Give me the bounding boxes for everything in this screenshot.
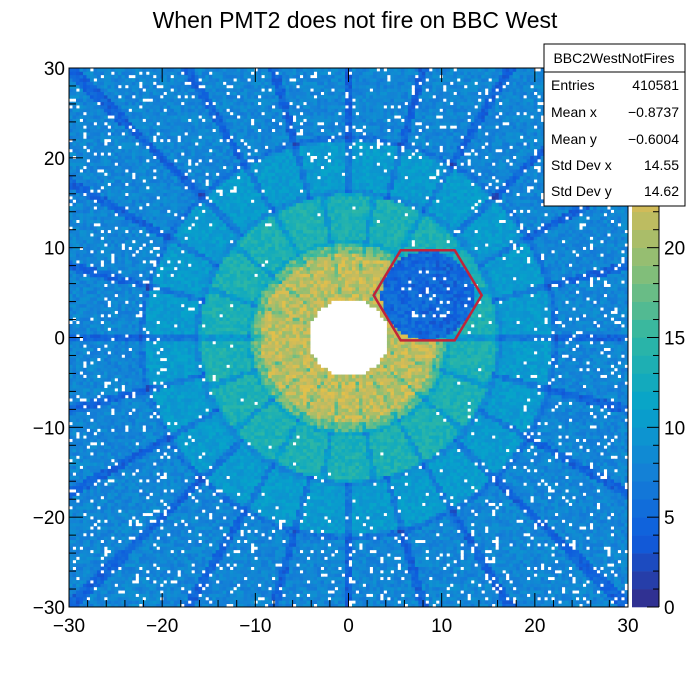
color-scale-band xyxy=(632,230,659,248)
y-tick-label: −20 xyxy=(33,508,65,529)
stats-label-entries: Entries xyxy=(551,77,595,93)
color-scale-band xyxy=(632,463,659,481)
stats-value-std-dev-y: 14.62 xyxy=(644,183,679,199)
z-tick-label: 10 xyxy=(664,418,685,439)
color-scale-band xyxy=(632,248,659,266)
stats-box-title: BBC2WestNotFires xyxy=(553,50,674,66)
x-tick-label: −10 xyxy=(239,616,271,637)
stats-label-std-dev-y: Std Dev y xyxy=(551,183,612,199)
color-scale-band xyxy=(632,212,659,230)
x-tick-label: 20 xyxy=(524,616,545,637)
color-scale-band xyxy=(632,499,659,517)
color-scale-band xyxy=(632,373,659,391)
color-scale-band xyxy=(632,445,659,463)
z-tick-label: 5 xyxy=(664,508,675,529)
color-scale-band xyxy=(632,481,659,499)
color-scale-band xyxy=(632,409,659,427)
chart-title: When PMT2 does not fire on BBC West xyxy=(153,7,558,33)
y-tick-label: −30 xyxy=(33,598,65,619)
stats-box-frame xyxy=(544,44,685,206)
color-scale-band xyxy=(632,302,659,320)
stats-value-mean-y: −0.6004 xyxy=(628,131,679,147)
color-scale-band xyxy=(632,589,659,607)
color-scale-band xyxy=(632,320,659,338)
stats-value-std-dev-x: 14.55 xyxy=(644,157,679,173)
z-tick-label: 15 xyxy=(664,329,685,350)
color-scale-band xyxy=(632,284,659,302)
stats-value-entries: 410581 xyxy=(632,77,679,93)
color-scale-band xyxy=(632,391,659,409)
y-tick-label: 20 xyxy=(44,149,65,170)
x-tick-label: 30 xyxy=(617,616,638,637)
stats-label-mean-x: Mean x xyxy=(551,104,597,120)
z-tick-label: 0 xyxy=(664,598,675,619)
y-tick-label: 30 xyxy=(44,59,65,80)
stats-value-mean-x: −0.8737 xyxy=(628,104,679,120)
stats-box: BBC2WestNotFires Entries 410581 Mean x −… xyxy=(544,44,685,206)
color-scale-band xyxy=(632,355,659,373)
x-tick-label: −20 xyxy=(146,616,178,637)
y-tick-label: 10 xyxy=(44,239,65,260)
stats-label-std-dev-x: Std Dev x xyxy=(551,157,612,173)
y-tick-label: 0 xyxy=(54,329,65,350)
color-scale-band xyxy=(632,535,659,553)
color-scale-band xyxy=(632,553,659,571)
x-tick-label: 0 xyxy=(343,616,354,637)
z-tick-label: 20 xyxy=(664,239,685,260)
x-tick-label: 10 xyxy=(431,616,452,637)
color-scale-band xyxy=(632,427,659,445)
x-tick-label: −30 xyxy=(53,616,85,637)
color-scale-band xyxy=(632,571,659,589)
color-scale-band xyxy=(632,266,659,284)
stats-label-mean-y: Mean y xyxy=(551,131,597,147)
y-tick-label: −10 xyxy=(33,418,65,439)
color-scale-band xyxy=(632,517,659,535)
color-scale-band xyxy=(632,338,659,356)
